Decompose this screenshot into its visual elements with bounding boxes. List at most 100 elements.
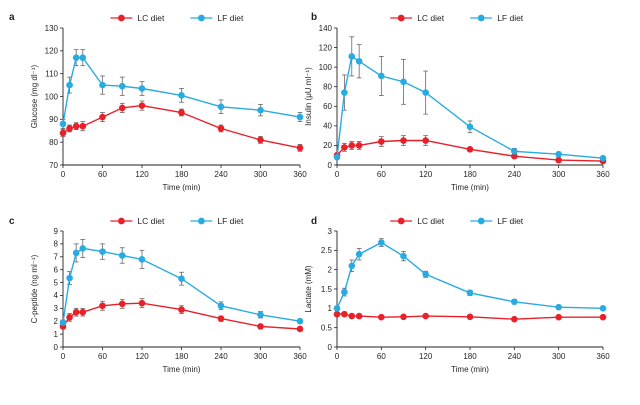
y-tick-label: 0 xyxy=(328,343,333,352)
y-tick-label: 80 xyxy=(49,138,58,147)
data-point xyxy=(79,308,87,316)
series-lf-diet xyxy=(59,238,304,326)
data-point xyxy=(378,313,385,321)
data-point xyxy=(66,274,73,282)
data-point xyxy=(378,138,385,145)
data-point xyxy=(66,125,73,132)
y-tick-label: 2 xyxy=(328,265,333,274)
series-lf-diet xyxy=(333,238,607,312)
data-point xyxy=(511,148,518,155)
data-point xyxy=(333,153,341,161)
x-tick-label: 120 xyxy=(135,170,149,179)
panel-c: c 0 1 2 3 4 5 6 7 8 9 0 60 120 180 240 300 360 Time (min) C… xyxy=(9,216,307,374)
legend-item: LF diet xyxy=(190,13,244,23)
data-point xyxy=(422,271,429,278)
y-tick-label: 20 xyxy=(323,141,332,150)
x-tick-label: 0 xyxy=(61,170,66,179)
legend-label: LC diet xyxy=(137,216,165,226)
data-point xyxy=(422,137,429,144)
data-point xyxy=(466,123,474,131)
data-point xyxy=(296,317,304,325)
legend-item: LF diet xyxy=(470,216,524,226)
legend-marker xyxy=(397,217,405,225)
y-tick-label: 5 xyxy=(54,278,59,287)
data-point xyxy=(348,53,356,60)
legend-label: LC diet xyxy=(137,13,165,23)
y-tick-label: 60 xyxy=(323,102,332,111)
x-tick-label: 120 xyxy=(135,352,149,361)
data-point xyxy=(400,313,407,321)
legend-marker xyxy=(198,217,205,225)
legend-label: LF diet xyxy=(497,216,524,226)
x-tick-label: 240 xyxy=(214,170,228,179)
series-lf-diet xyxy=(59,49,304,129)
data-point xyxy=(400,252,407,260)
data-point xyxy=(555,303,562,311)
data-point xyxy=(466,289,474,297)
data-point xyxy=(333,310,341,318)
x-tick-label: 180 xyxy=(463,352,477,361)
data-point xyxy=(99,81,106,89)
data-point xyxy=(178,109,185,116)
data-point xyxy=(296,325,304,333)
y-tick-label: 2 xyxy=(54,317,59,326)
data-point xyxy=(296,144,304,152)
legend-item: LF diet xyxy=(190,216,244,226)
data-point xyxy=(79,122,87,130)
x-tick-label: 360 xyxy=(293,352,307,361)
legend-item: LC diet xyxy=(110,216,165,226)
x-axis-label: Time (min) xyxy=(163,183,201,192)
data-point xyxy=(599,313,607,321)
y-tick-label: 100 xyxy=(319,63,333,72)
data-point xyxy=(66,81,73,89)
y-tick-label: 9 xyxy=(54,227,59,236)
x-tick-label: 360 xyxy=(293,170,307,179)
x-tick-label: 60 xyxy=(98,170,107,179)
series-lc-diet xyxy=(333,135,607,165)
data-point xyxy=(341,144,348,151)
legend-marker xyxy=(477,14,485,22)
data-point xyxy=(118,82,126,90)
legend-label: LF diet xyxy=(217,216,244,226)
y-tick-label: 1 xyxy=(54,330,59,339)
data-point xyxy=(555,156,562,164)
x-tick-label: 60 xyxy=(377,352,386,361)
data-point xyxy=(355,57,363,65)
x-tick-label: 120 xyxy=(419,170,433,179)
data-point xyxy=(59,120,67,128)
y-axis-label: Lactate (mM) xyxy=(304,265,313,312)
data-point xyxy=(341,310,348,318)
y-tick-label: 7 xyxy=(54,253,59,262)
data-point xyxy=(178,92,185,99)
y-tick-label: 100 xyxy=(45,92,59,101)
y-axis-label: Glucose (mg dl⁻¹) xyxy=(30,64,39,128)
series-lf-diet xyxy=(333,36,607,162)
y-tick-label: 8 xyxy=(54,240,59,249)
y-tick-label: 80 xyxy=(323,83,332,92)
data-point xyxy=(400,78,407,86)
legend-marker xyxy=(118,14,125,22)
x-tick-label: 300 xyxy=(552,170,566,179)
y-tick-label: 90 xyxy=(49,115,58,124)
legend-label: LF diet xyxy=(497,13,524,23)
data-point xyxy=(72,249,80,257)
x-tick-label: 0 xyxy=(335,170,340,179)
x-tick-label: 180 xyxy=(463,170,477,179)
y-tick-label: 2.5 xyxy=(321,246,333,255)
panel-label: a xyxy=(9,12,15,23)
x-tick-label: 60 xyxy=(98,352,107,361)
data-point xyxy=(99,113,106,121)
y-tick-label: 6 xyxy=(54,265,59,274)
y-tick-label: 0 xyxy=(54,343,59,352)
data-point xyxy=(511,315,518,323)
y-tick-label: 4 xyxy=(54,291,59,300)
y-tick-label: 40 xyxy=(323,122,332,131)
y-tick-label: 120 xyxy=(319,43,333,52)
data-point xyxy=(59,129,67,137)
panel-label: d xyxy=(311,216,317,227)
data-point xyxy=(341,89,348,96)
data-point xyxy=(66,314,73,321)
data-point xyxy=(99,302,106,310)
y-tick-label: 70 xyxy=(49,161,58,170)
